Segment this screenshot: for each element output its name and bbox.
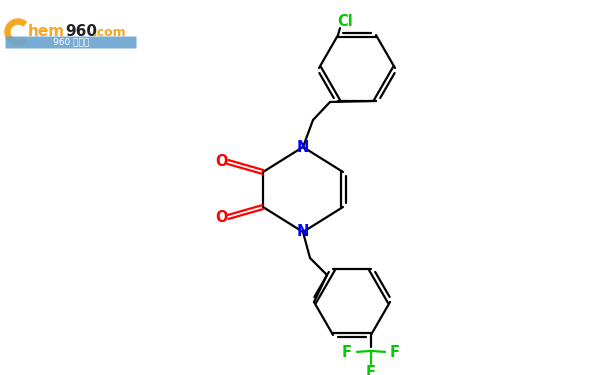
- Text: N: N: [297, 140, 309, 154]
- Text: hem: hem: [28, 24, 65, 39]
- Text: N: N: [297, 225, 309, 240]
- Text: F: F: [342, 345, 352, 360]
- Text: F: F: [366, 365, 376, 375]
- FancyBboxPatch shape: [5, 36, 137, 48]
- Wedge shape: [5, 19, 27, 45]
- Text: O: O: [215, 210, 227, 225]
- Text: 960 化工网: 960 化工网: [53, 38, 89, 46]
- Text: O: O: [215, 154, 227, 170]
- Text: F: F: [390, 345, 400, 360]
- Text: Cl: Cl: [337, 13, 353, 28]
- Text: .com: .com: [93, 26, 126, 39]
- Text: 960: 960: [65, 24, 97, 39]
